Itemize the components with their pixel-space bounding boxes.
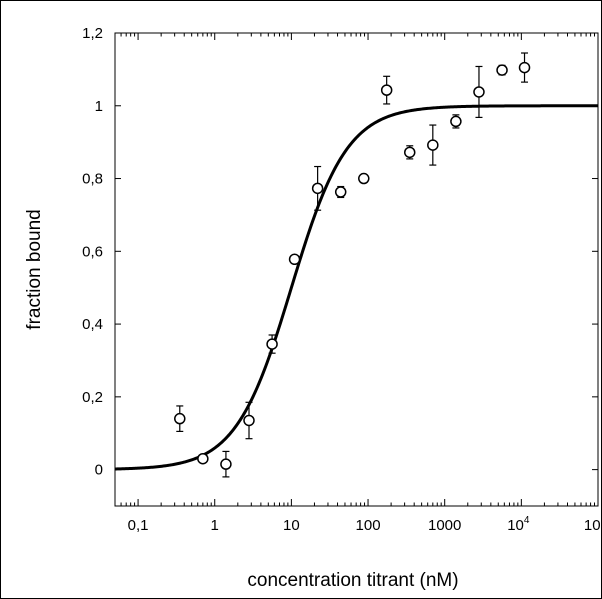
y-tick-label: 1,2 bbox=[82, 25, 103, 42]
y-tick-label: 0 bbox=[95, 462, 103, 479]
data-marker bbox=[334, 186, 347, 198]
x-axis-title: concentration titrant (nM) bbox=[247, 570, 458, 591]
axis-ticks bbox=[115, 32, 598, 506]
data-point bbox=[473, 65, 485, 119]
data-point bbox=[380, 75, 393, 105]
data-point bbox=[450, 114, 462, 129]
data-marker bbox=[266, 338, 278, 350]
data-marker bbox=[518, 61, 531, 74]
data-point bbox=[403, 145, 416, 160]
y-tick-label: 0,6 bbox=[82, 243, 103, 260]
data-marker bbox=[450, 115, 462, 128]
y-tick-label: 1 bbox=[95, 98, 103, 115]
data-marker bbox=[243, 414, 255, 427]
data-marker bbox=[403, 146, 416, 159]
data-point bbox=[197, 452, 209, 465]
x-tick-label: 1 bbox=[211, 517, 219, 534]
axis-tick-labels: 0 0,2 0,4 0,6 0,8 1 1,2 0,1 1 10 100 1000 104 105 bbox=[82, 25, 602, 534]
data-marker bbox=[473, 86, 485, 98]
data-point bbox=[220, 450, 232, 478]
data-marker bbox=[496, 64, 508, 76]
data-point bbox=[427, 124, 439, 166]
data-marker bbox=[220, 458, 232, 470]
data-point bbox=[518, 52, 531, 83]
x-tick-label: 10 bbox=[283, 517, 300, 534]
data-point bbox=[334, 185, 347, 199]
data-point bbox=[174, 405, 186, 433]
data-point bbox=[358, 172, 370, 185]
fit-curve bbox=[114, 104, 599, 471]
data-marker bbox=[174, 412, 186, 425]
y-tick-label: 0,2 bbox=[82, 389, 103, 406]
data-marker bbox=[197, 452, 209, 465]
data-marker bbox=[380, 84, 393, 96]
data-point bbox=[288, 253, 301, 266]
x-tick-label: 0,1 bbox=[128, 517, 149, 534]
x-tick-label: 100 bbox=[356, 517, 381, 534]
data-marker bbox=[288, 253, 301, 266]
x-tick-label: 105 bbox=[584, 515, 602, 534]
data-point bbox=[243, 401, 255, 440]
data-marker bbox=[311, 182, 324, 195]
data-series bbox=[114, 52, 599, 478]
y-tick-label: 0,8 bbox=[82, 171, 103, 188]
data-marker bbox=[358, 172, 370, 185]
x-tick-label: 1000 bbox=[428, 517, 461, 534]
data-marker bbox=[427, 139, 439, 151]
plot-area bbox=[114, 32, 599, 507]
y-tick-label: 0,4 bbox=[82, 316, 103, 333]
data-point bbox=[496, 64, 508, 76]
x-tick-label: 104 bbox=[507, 515, 530, 534]
y-axis-title: fraction bound bbox=[24, 209, 45, 329]
data-point bbox=[266, 334, 278, 354]
data-point bbox=[311, 165, 324, 211]
